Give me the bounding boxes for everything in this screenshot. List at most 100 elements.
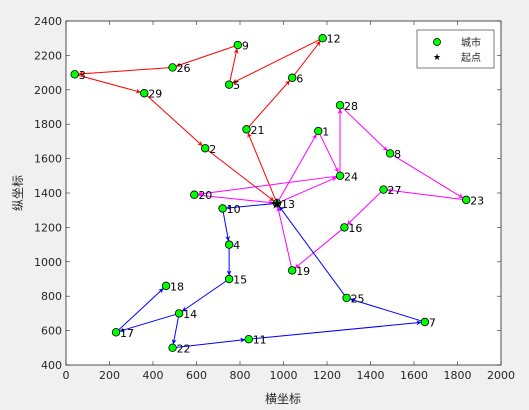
route-lines (78, 39, 464, 348)
y-tick-label: 400 (41, 359, 62, 372)
route-segment-23-27 (387, 188, 463, 200)
route-segment-2-13 (208, 150, 275, 202)
city-label-3: 3 (79, 69, 86, 82)
city-point-15 (224, 274, 234, 284)
city-point-1 (314, 126, 323, 136)
route-segment-19-13 (276, 206, 292, 267)
city-point-16 (340, 223, 349, 232)
route-segment-26-3 (78, 67, 169, 77)
city-label-14: 14 (183, 308, 197, 321)
city-label-5: 5 (233, 79, 240, 92)
city-point-26 (168, 63, 177, 72)
legend-city-marker (433, 38, 441, 46)
city-point-11 (244, 335, 253, 344)
y-tick-label: 1000 (34, 256, 62, 269)
city-label-8: 8 (394, 148, 401, 161)
city-point-18 (161, 281, 171, 291)
city-point-20 (190, 190, 199, 199)
city-label-6: 6 (296, 72, 303, 85)
legend-start-label: 起点 (461, 52, 481, 64)
route-segment-14-22 (171, 317, 179, 345)
city-label-27: 27 (388, 184, 402, 197)
city-point-28 (335, 101, 345, 110)
city-point-3 (70, 70, 79, 79)
x-tick-labels: 0 200 400 600 800 1000 1200 1400 1600 1800 2000 (63, 369, 516, 382)
x-tick-label: 0 (63, 369, 70, 382)
legend: 城市 ★ 起点 (416, 29, 495, 69)
city-label-10: 10 (227, 203, 241, 216)
legend-start-marker: ★ (433, 53, 441, 63)
x-tick-label: 1400 (357, 369, 385, 382)
route-segment-29-2 (146, 95, 203, 146)
city-label-16: 16 (348, 222, 362, 235)
route-segment-16-19 (294, 229, 342, 269)
route-segment-9-26 (175, 45, 235, 68)
start-marker-layer: ★ (270, 194, 283, 212)
route-segment-13-21 (247, 132, 276, 200)
route-segment-7-25 (349, 298, 422, 322)
city-label-24: 24 (344, 170, 358, 183)
x-tick-label: 1600 (400, 369, 428, 382)
x-tick-label: 2000 (487, 369, 515, 382)
city-point-13 (272, 199, 282, 208)
route-segment-27-16 (346, 191, 382, 225)
city-label-1: 1 (322, 126, 329, 139)
x-tick-label: 600 (186, 369, 207, 382)
city-label-23: 23 (470, 194, 484, 207)
city-point-7 (420, 317, 430, 327)
city-point-17 (111, 328, 121, 337)
y-tick-label: 2000 (34, 84, 62, 97)
y-tick-label: 600 (41, 325, 62, 338)
city-label-12: 12 (327, 33, 341, 46)
legend-city-label: 城市 (461, 36, 481, 49)
y-tick-label: 1200 (34, 221, 62, 234)
city-point-5 (224, 80, 234, 89)
city-label-25: 25 (351, 292, 365, 305)
route-segment-14-17 (119, 314, 176, 333)
city-point-14 (174, 309, 184, 318)
city-point-10 (218, 204, 227, 213)
city-point-4 (224, 240, 234, 249)
y-tick-label: 1800 (34, 118, 62, 131)
city-label-4: 4 (233, 239, 240, 252)
city-markers (70, 34, 471, 352)
y-axis-label: 纵坐标 (11, 175, 25, 211)
route-segment-10-4 (222, 212, 231, 242)
city-label-19: 19 (296, 265, 310, 278)
route-segment-1-24 (319, 134, 339, 173)
x-tick-label: 800 (230, 369, 251, 382)
city-point-8 (385, 149, 395, 158)
city-point-6 (288, 73, 297, 82)
city-label-9: 9 (242, 40, 249, 53)
x-tick-label: 1000 (270, 369, 298, 382)
y-tick-label: 1400 (34, 187, 62, 200)
city-label-13: 13 (281, 198, 295, 211)
city-label-22: 22 (177, 342, 191, 355)
route-segment-8-23 (393, 155, 464, 199)
route-segment-6-12 (294, 40, 321, 75)
route-segment-5-9 (229, 48, 239, 81)
x-axis-label: 横坐标 (265, 392, 301, 406)
city-point-9 (233, 40, 243, 50)
x-tick-label: 200 (99, 369, 120, 382)
city-labels: 1234567891011121314151617181920212223242… (79, 33, 485, 356)
route-segment-13-24 (280, 176, 337, 203)
city-label-21: 21 (251, 124, 265, 137)
city-label-18: 18 (170, 280, 184, 293)
route-segment-20-13 (198, 194, 274, 205)
city-label-15: 15 (233, 274, 247, 287)
x-tick-label: 400 (143, 369, 164, 382)
plot-frame (65, 20, 502, 366)
route-segment-17-18 (118, 288, 164, 330)
city-point-21 (242, 125, 251, 134)
city-label-26: 26 (177, 62, 191, 75)
city-label-11: 11 (253, 334, 267, 347)
route-segment-12-5 (232, 39, 320, 84)
plot-area (66, 21, 501, 365)
y-tick-labels: 400 600 800 1000 1200 1400 1600 1800 2000 2200 240… (34, 15, 62, 372)
route-segment-3-29 (78, 74, 141, 94)
y-tick-label: 2400 (34, 15, 62, 28)
route-segment-11-7 (252, 320, 422, 340)
route-segment-22-11 (176, 337, 246, 348)
city-label-2: 2 (209, 143, 216, 156)
